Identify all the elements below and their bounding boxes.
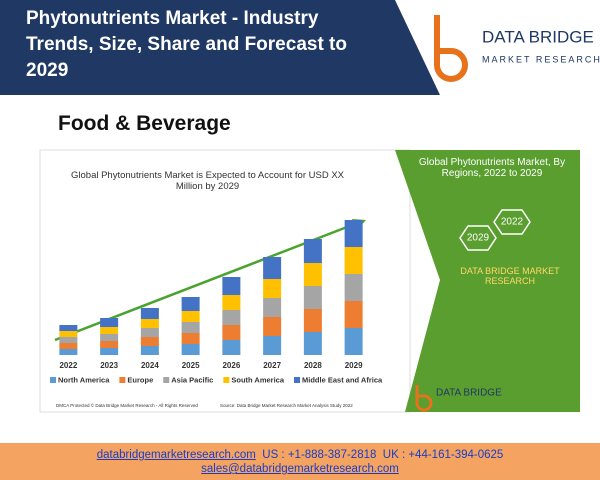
- x-tick-label: 2023: [100, 361, 118, 370]
- logo-name: DATA BRIDGE: [482, 27, 594, 46]
- logo-tagline: MARKET RESEARCH: [482, 54, 600, 64]
- page-title: Phytonutrients Market - Industry Trends,…: [26, 8, 347, 81]
- bar-segment: [303, 286, 322, 309]
- bar-segment: [100, 334, 119, 341]
- side-brand: DATA BRIDGE MARKET RESEARCH: [460, 266, 560, 286]
- bar-segment: [263, 298, 282, 317]
- small-logo: DATA BRIDGE: [436, 388, 502, 399]
- x-tick-label: 2027: [263, 361, 281, 370]
- bar-segment: [344, 247, 363, 274]
- section-title: Food & Beverage: [58, 112, 231, 135]
- bar-segment: [344, 220, 363, 247]
- bar-segment: [344, 301, 363, 328]
- x-tick-label: 2026: [222, 361, 240, 370]
- legend-swatch: [119, 377, 126, 383]
- bar-segment: [303, 332, 322, 355]
- legend-swatch: [223, 377, 230, 383]
- bar-segment: [263, 279, 282, 298]
- legend-label: Asia Pacific: [171, 375, 213, 384]
- bar-segment: [100, 318, 119, 327]
- bar-segment: [222, 310, 241, 325]
- bar-segment: [181, 333, 200, 344]
- badge-label: 2029: [467, 233, 490, 244]
- email-link[interactable]: sales@databridgemarketresearch.com: [201, 463, 399, 475]
- bar-segment: [222, 325, 241, 340]
- legend-swatch: [50, 377, 56, 383]
- uk-phone: UK : +44-161-394-0625: [382, 449, 504, 461]
- bar-segment: [59, 325, 78, 331]
- bar-segment: [140, 346, 159, 355]
- x-tick-label: 2024: [141, 361, 159, 370]
- bar-segment: [100, 341, 119, 348]
- bar-segment: [59, 349, 78, 355]
- bar-segment: [181, 297, 200, 311]
- footnote: DMCA Protected © Data Bridge Market Rese…: [56, 402, 198, 408]
- x-tick-label: 2022: [59, 361, 77, 370]
- small-logo-icon: [415, 385, 433, 412]
- badge: [459, 225, 497, 251]
- badge-label: 2022: [501, 217, 524, 228]
- x-tick-label: 2028: [304, 361, 322, 370]
- bar-segment: [263, 317, 282, 336]
- logo-area: [395, 0, 600, 95]
- bar-segment: [100, 327, 119, 334]
- x-tick-label: 2025: [182, 361, 200, 370]
- legend-label: North America: [58, 375, 110, 384]
- bar-segment: [263, 336, 282, 355]
- footnote: Source: Data Bridge Market Research Mark…: [220, 403, 353, 408]
- bar-segment: [303, 263, 322, 286]
- bar-segment: [59, 331, 78, 337]
- legend-label: Europe: [127, 375, 153, 384]
- bar-segment: [344, 328, 363, 355]
- x-tick-label: 2029: [345, 361, 363, 370]
- bar-segment: [344, 274, 363, 301]
- footer-band: [0, 443, 600, 480]
- bar-segment: [59, 337, 78, 343]
- legend-label: Middle East and Africa: [302, 375, 383, 384]
- us-phone: US : +1-888-387-2818: [262, 449, 377, 461]
- website-link[interactable]: databridgemarketresearch.com: [96, 449, 256, 461]
- bar-segment: [222, 340, 241, 355]
- bar-segment: [181, 311, 200, 322]
- legend-swatch: [294, 377, 301, 383]
- bar-segment: [181, 322, 200, 333]
- logo-icon: [434, 15, 468, 82]
- bar-segment: [263, 257, 282, 279]
- bar-segment: [59, 343, 78, 349]
- legend-swatch: [163, 377, 170, 383]
- badge: [493, 209, 531, 235]
- footer: databridgemarketresearch.com US : +1-888…: [0, 448, 600, 476]
- bar-segment: [140, 308, 159, 319]
- legend-label: South America: [231, 375, 284, 384]
- bar-segment: [303, 239, 322, 263]
- side-panel: [395, 150, 580, 412]
- bar-segment: [222, 277, 241, 295]
- bar-segment: [140, 337, 159, 346]
- bar-segment: [140, 319, 159, 328]
- bar-segment: [303, 309, 322, 332]
- bar-segment: [181, 344, 200, 355]
- bar-segment: [222, 295, 241, 310]
- bar-segment: [140, 328, 159, 337]
- bar-segment: [100, 348, 119, 355]
- chart-title: Global Phytonutrients Market is Expected…: [71, 170, 344, 192]
- side-title: Global Phytonutrients Market, By Regions…: [418, 157, 566, 179]
